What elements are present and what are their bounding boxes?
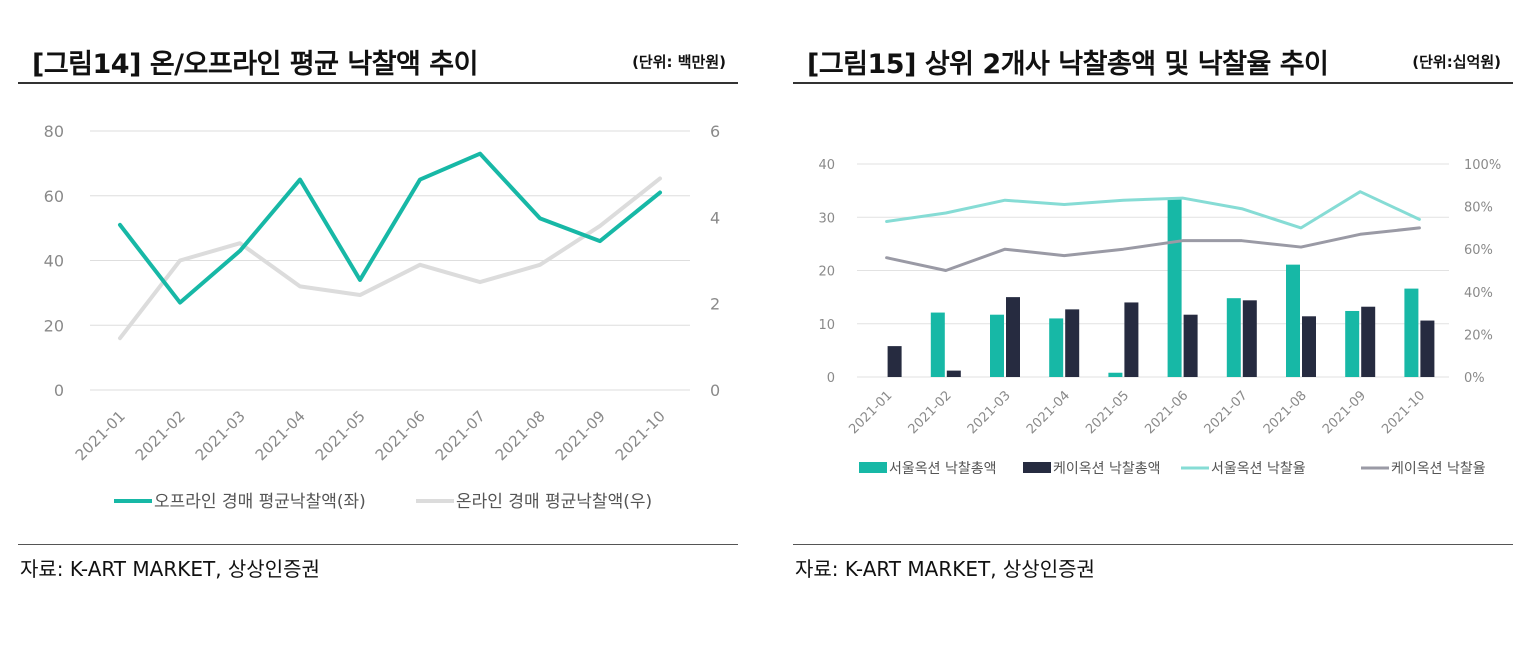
bar (1049, 318, 1064, 377)
x-tick-label: 2021-02 (906, 388, 955, 437)
legend-label: 케이옥션 낙찰총액 (1053, 461, 1161, 477)
chart-source: 자료: K-ART MARKET, 상상인증권 (20, 557, 320, 581)
x-tick-label: 2021-03 (965, 388, 1014, 437)
series-line (885, 226, 1421, 272)
y-right-tick-label: 6 (710, 122, 720, 141)
bar (1420, 320, 1435, 377)
title-rule (793, 82, 1513, 84)
y-left-tick-label: 80 (44, 122, 64, 141)
x-tick-label: 2021-07 (432, 407, 489, 464)
source-rule (793, 544, 1513, 545)
y-right-tick-label: 60% (1464, 243, 1493, 258)
bar (1065, 309, 1080, 377)
chart-unit: (단위:십억원) (1412, 53, 1501, 71)
bar (1286, 264, 1300, 377)
x-tick-label: 2021-01 (72, 407, 129, 464)
x-tick-label: 2021-05 (1083, 388, 1132, 437)
x-tick-label: 2021-10 (612, 407, 669, 464)
legend-label: 케이옥션 낙찰율 (1391, 461, 1486, 477)
bar (1108, 372, 1123, 377)
x-tick-label: 2021-07 (1202, 388, 1251, 437)
legend-label: 오프라인 경매 평균낙찰액(좌) (154, 492, 366, 512)
series-line (118, 151, 662, 305)
y-left-tick-label: 40 (44, 252, 64, 271)
bar (1226, 298, 1241, 377)
bar (946, 370, 961, 377)
chart-title: [그림15] 상위 2개사 낙찰총액 및 낙찰율 추이 (807, 49, 1329, 80)
y-left-tick-label: 0 (54, 381, 64, 400)
y-right-tick-label: 0% (1464, 371, 1485, 386)
x-tick-label: 2021-01 (846, 388, 895, 437)
bar (887, 346, 902, 377)
x-tick-label: 2021-08 (492, 407, 549, 464)
bar (1124, 302, 1139, 377)
legend-label: 서울옥션 낙찰율 (1211, 461, 1306, 477)
x-tick-label: 2021-10 (1379, 388, 1428, 437)
bar (1242, 300, 1257, 377)
x-tick-label: 2021-03 (192, 407, 249, 464)
y-right-tick-label: 40% (1464, 286, 1493, 301)
y-left-tick-label: 10 (818, 318, 835, 333)
chart-unit: (단위: 백만원) (632, 53, 726, 71)
y-right-tick-label: 100% (1464, 158, 1501, 173)
legend-swatch (859, 462, 887, 473)
x-tick-label: 2021-06 (372, 407, 429, 464)
y-left-tick-label: 20 (818, 265, 835, 280)
chart-source: 자료: K-ART MARKET, 상상인증권 (795, 557, 1095, 581)
series-line (885, 190, 1421, 230)
legend-label: 서울옥션 낙찰총액 (889, 461, 997, 477)
x-tick-label: 2021-09 (1320, 388, 1369, 437)
x-tick-label: 2021-05 (312, 407, 369, 464)
y-left-tick-label: 0 (827, 371, 835, 386)
x-tick-label: 2021-02 (132, 407, 189, 464)
bar (930, 312, 945, 377)
x-tick-label: 2021-06 (1142, 388, 1191, 437)
chart-panel-14: [그림14] 온/오프라인 평균 낙찰액 추이 (단위: 백만원) 0 20 40 6… (18, 0, 738, 654)
bar (990, 314, 1004, 377)
x-tick-label: 2021-04 (252, 407, 309, 464)
y-right-tick-label: 20% (1464, 328, 1493, 343)
chart-title: [그림14] 온/오프라인 평균 낙찰액 추이 (32, 49, 478, 80)
y-right-tick-label: 4 (710, 208, 720, 227)
legend-swatch (1023, 462, 1051, 473)
legend-label: 온라인 경매 평균낙찰액(우) (456, 492, 652, 512)
title-rule (18, 82, 738, 84)
y-left-tick-label: 30 (818, 211, 835, 226)
x-tick-label: 2021-09 (552, 407, 609, 464)
y-left-tick-label: 40 (818, 158, 835, 173)
y-right-tick-label: 0 (710, 381, 720, 400)
y-left-tick-label: 60 (44, 187, 64, 206)
bar (1006, 297, 1020, 377)
y-left-tick-label: 20 (44, 316, 64, 335)
x-tick-label: 2021-08 (1261, 388, 1310, 437)
y-right-tick-label: 2 (710, 295, 720, 314)
bar (1361, 306, 1376, 377)
series-line (118, 176, 662, 341)
x-tick-label: 2021-04 (1024, 388, 1073, 437)
bar (1183, 314, 1198, 377)
source-rule (18, 544, 738, 545)
bar (1302, 316, 1316, 377)
y-right-tick-label: 80% (1464, 201, 1493, 216)
bar (1345, 310, 1360, 377)
bar (1167, 198, 1182, 377)
bar (1404, 288, 1419, 377)
chart-panel-15: [그림15] 상위 2개사 낙찰총액 및 낙찰율 추이 (단위:십억원) 0 10… (793, 0, 1513, 654)
